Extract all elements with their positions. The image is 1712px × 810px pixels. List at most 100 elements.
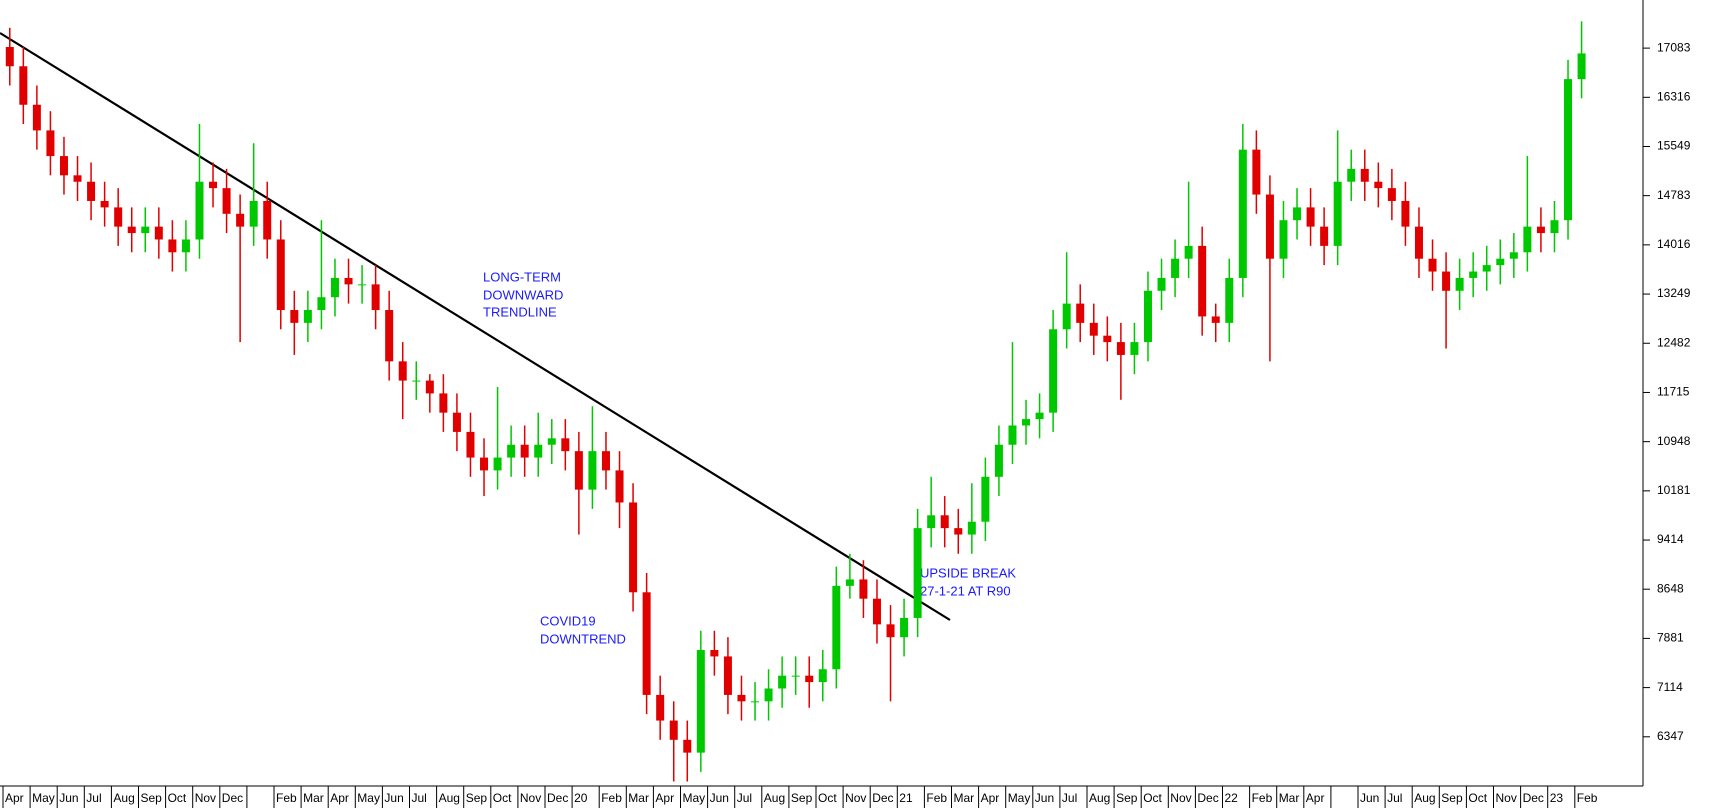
x-tick-label: Apr [981, 791, 1000, 805]
candle-body [344, 277, 353, 285]
candle-body [791, 675, 800, 677]
candle-body [1347, 168, 1356, 182]
x-tick-label: 21 [899, 791, 913, 805]
candle-body [1265, 194, 1274, 259]
x-tick-label: Feb [926, 791, 947, 805]
annotation: DOWNTREND [540, 631, 626, 646]
x-tick-label: Jun [384, 791, 403, 805]
candle-body [1238, 149, 1247, 278]
x-tick-label: Jul [737, 791, 752, 805]
candle-body [683, 739, 692, 753]
candle-body [141, 226, 150, 234]
annotation: COVID19 [540, 613, 596, 628]
x-tick-label: Jul [412, 791, 427, 805]
candle-body [32, 104, 41, 131]
x-tick-label: Aug [1414, 791, 1435, 805]
x-tick-label: May [32, 791, 55, 805]
candle-body [507, 444, 516, 458]
x-tick-label: Apr [330, 791, 349, 805]
candle-body [1089, 322, 1098, 336]
x-tick-label: 23 [1550, 791, 1564, 805]
candle-body [127, 226, 136, 234]
y-tick-label: 6347 [1657, 729, 1684, 743]
annotation: UPSIDE BREAK [920, 565, 1016, 580]
y-tick-label: 16316 [1657, 89, 1691, 103]
candle-body [940, 515, 949, 529]
candle-body [1577, 53, 1586, 80]
candle-body [249, 200, 258, 227]
candle-body [493, 457, 502, 471]
candle-body [723, 656, 732, 695]
x-tick-label: Jun [1360, 791, 1379, 805]
x-tick-label: Nov [520, 791, 541, 805]
candle-body [778, 675, 787, 689]
x-tick-label: Sep [141, 791, 163, 805]
x-tick-label: May [683, 791, 706, 805]
x-tick-label: Jun [710, 791, 729, 805]
candle-body [73, 175, 82, 182]
y-tick-label: 17083 [1657, 40, 1691, 54]
candle-body [669, 720, 678, 740]
candle-body [1455, 277, 1464, 291]
candle-body [59, 156, 68, 176]
x-tick-label: Nov [1496, 791, 1517, 805]
candle-body [845, 579, 854, 586]
y-tick-label: 7114 [1657, 680, 1683, 694]
y-tick-label: 10181 [1657, 483, 1691, 497]
x-tick-label: Mar [1279, 791, 1300, 805]
candle-body [1442, 271, 1451, 291]
candle-body [751, 701, 760, 703]
candle-body [1076, 303, 1085, 323]
candle-body [1333, 181, 1342, 246]
y-tick-label: 14783 [1657, 188, 1691, 202]
candle-body [1482, 265, 1491, 272]
annotation: DOWNWARD [483, 287, 563, 302]
candle-body [737, 694, 746, 702]
candle-body [656, 694, 665, 721]
x-tick-label: Jul [1062, 791, 1077, 805]
x-tick-label: Apr [655, 791, 674, 805]
candle-body [1103, 335, 1112, 343]
candle-body [1062, 303, 1071, 330]
x-tick-label: Apr [5, 791, 24, 805]
x-tick-label: Feb [1577, 791, 1598, 805]
candle-body [1143, 290, 1152, 343]
x-tick-label: Oct [493, 791, 512, 805]
candle-body [1374, 181, 1383, 189]
candle-body [1360, 168, 1369, 182]
candle-body [967, 521, 976, 535]
x-tick-label: Nov [845, 791, 866, 805]
candle-body [588, 451, 597, 490]
y-tick-label: 10948 [1657, 434, 1691, 448]
candle-body [872, 598, 881, 625]
candle-body [412, 380, 421, 382]
y-tick-label: 8648 [1657, 581, 1684, 595]
x-tick-label: Feb [1252, 791, 1273, 805]
candle-body [371, 284, 380, 311]
candle-body [1496, 258, 1505, 266]
x-tick-label: Dec [872, 791, 893, 805]
candle-body [1414, 226, 1423, 259]
y-tick-label: 15549 [1657, 139, 1691, 153]
candle-body [561, 438, 570, 452]
candle-body [1049, 329, 1058, 413]
candle-body [1320, 226, 1329, 246]
x-tick-label: Aug [1089, 791, 1110, 805]
annotation: TRENDLINE [483, 304, 557, 319]
x-tick-label: 20 [574, 791, 588, 805]
x-tick-label: Oct [168, 791, 187, 805]
candle-body [195, 181, 204, 240]
candle-body [547, 438, 556, 445]
candle-body [1401, 200, 1410, 227]
candle-body [520, 444, 529, 458]
x-tick-label: Dec [547, 791, 568, 805]
x-tick-label: Mar [954, 791, 975, 805]
candle-body [398, 361, 407, 381]
annotation: 27-1-21 AT R90 [920, 583, 1011, 598]
candle-body [818, 669, 827, 683]
candle-body [1116, 342, 1125, 355]
candle-body [317, 297, 326, 311]
y-tick-label: 11715 [1657, 385, 1690, 399]
candle-body [181, 239, 190, 253]
